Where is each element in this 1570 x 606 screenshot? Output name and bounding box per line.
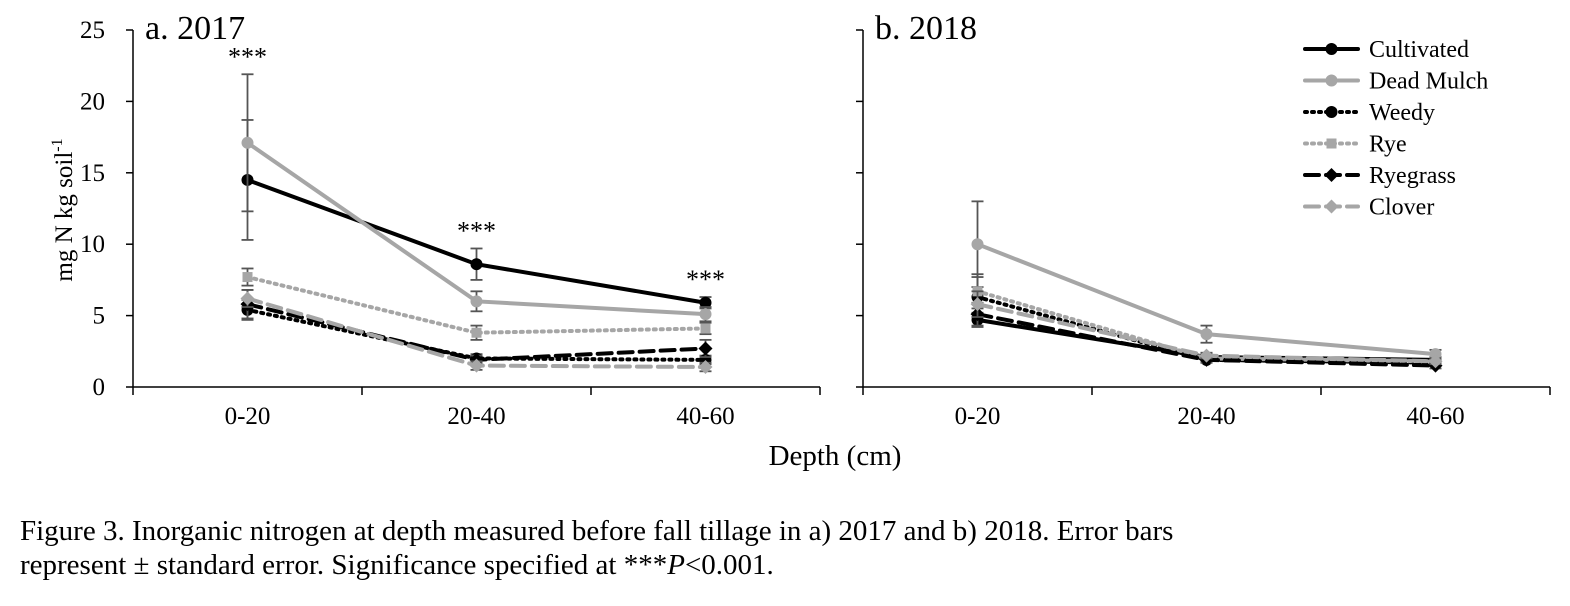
- panel-a-series-clover: [240, 288, 713, 375]
- panel-b-x-tick-label: 20-40: [1177, 403, 1235, 430]
- panel-a-y-tick-label: 5: [93, 303, 106, 330]
- panel-a-series-rye: [241, 267, 712, 341]
- caption-line-2: represent ± standard error. Significance…: [20, 548, 1550, 582]
- legend-marker: [1325, 43, 1338, 55]
- panel-b-chart: 0-20 20-40 40-60 b. 2018: [856, 10, 1551, 430]
- panel-a-x-tick-label: 40-60: [676, 403, 734, 430]
- panel-a-x-tick-label: 0-20: [225, 403, 271, 430]
- data-point: [470, 295, 483, 308]
- legend-marker: [1326, 138, 1337, 149]
- data-point: [1199, 348, 1214, 363]
- legend-label: Clover: [1369, 195, 1434, 221]
- data-point: [698, 341, 713, 356]
- y-axis-label: mg N kg soil-1: [49, 138, 78, 281]
- legend-item-dead-mulch: Dead Mulch: [1303, 69, 1488, 95]
- legend-marker: [1325, 106, 1338, 118]
- legend-marker: [1324, 168, 1339, 182]
- legend-item-clover: Clover: [1303, 195, 1434, 221]
- panel-a-y-tick-label: 10: [80, 231, 105, 258]
- panel-b-series-clover: [970, 290, 1443, 369]
- legend-label: Rye: [1369, 132, 1407, 158]
- data-point: [698, 360, 713, 375]
- caption-p-symbol: P: [667, 549, 685, 581]
- data-point: [699, 308, 712, 321]
- data-point: [470, 258, 483, 271]
- panel-b-x-tick-label: 40-60: [1406, 403, 1464, 430]
- figure-caption: Figure 3. Inorganic nitrogen at depth me…: [20, 514, 1550, 582]
- caption-text: represent ± standard error. Significance…: [20, 549, 668, 581]
- panel-a-panel-label: a. 2017: [145, 10, 245, 47]
- panel-a-series-dead-mulch: [241, 73, 712, 323]
- data-point: [1428, 354, 1443, 369]
- data-point: [242, 272, 253, 283]
- panel-a-y-tick-label: 0: [93, 374, 106, 401]
- legend-label: Ryegrass: [1369, 163, 1456, 189]
- data-point: [699, 296, 712, 309]
- data-point: [1200, 328, 1213, 341]
- legend-item-rye: Rye: [1303, 132, 1407, 158]
- x-axis-label: Depth (cm): [769, 440, 902, 472]
- panel-a-significance-label: ***: [228, 42, 267, 71]
- panel-b-x-tick-label: 0-20: [955, 403, 1001, 430]
- legend-label: Weedy: [1369, 100, 1435, 126]
- data-point: [970, 297, 985, 312]
- panel-b-series-dead-mulch: [971, 200, 1442, 361]
- panel-b-panel-label: b. 2018: [875, 10, 977, 47]
- panel-a-series-cultivated: [241, 119, 712, 310]
- data-point: [469, 358, 484, 373]
- data-point: [471, 327, 482, 338]
- legend-marker: [1325, 74, 1338, 87]
- caption-line-1: Figure 3. Inorganic nitrogen at depth me…: [20, 515, 1174, 547]
- legend-item-weedy: Weedy: [1303, 100, 1435, 126]
- caption-threshold: <0.001.: [684, 549, 774, 581]
- legend: Cultivated Dead Mulch Weedy Rye Ryegrass Clov…: [1303, 37, 1488, 221]
- legend-item-cultivated: Cultivated: [1303, 37, 1469, 63]
- data-point: [700, 323, 711, 334]
- data-point: [971, 238, 984, 251]
- data-point: [241, 136, 254, 149]
- panel-a-x-tick-label: 20-40: [447, 403, 505, 430]
- legend-item-ryegrass: Ryegrass: [1303, 163, 1456, 189]
- series-line: [245, 275, 708, 335]
- legend-label: Dead Mulch: [1369, 69, 1488, 95]
- panel-a-significance-label: ***: [457, 216, 496, 245]
- panel-a-significance-label: ***: [686, 265, 725, 294]
- panel-a-y-tick-label: 15: [80, 160, 105, 187]
- legend-label: Cultivated: [1369, 37, 1469, 63]
- panel-a-y-tick-label: 25: [80, 17, 105, 44]
- legend-marker: [1324, 199, 1339, 214]
- data-point: [240, 291, 255, 306]
- panel-a-y-tick-label: 20: [80, 88, 105, 115]
